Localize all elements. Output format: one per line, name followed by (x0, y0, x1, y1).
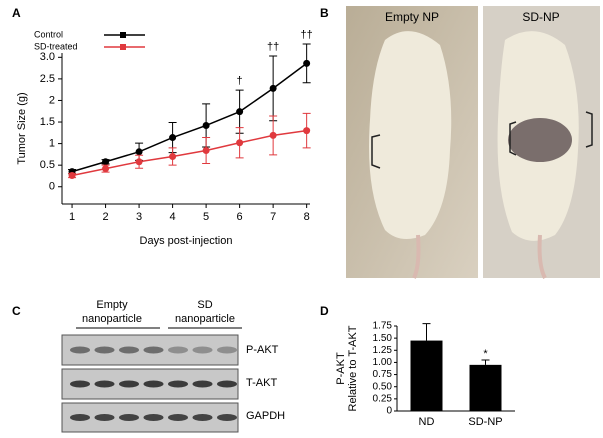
panel-label: A (12, 6, 21, 20)
y-tick-label: 0.50 (373, 381, 393, 392)
point (102, 165, 110, 173)
point (135, 158, 143, 166)
y-tick-label: 1.50 (373, 333, 393, 344)
y-tick-label: 0 (49, 181, 55, 193)
band (217, 380, 237, 388)
x-tick-label: 8 (304, 211, 310, 223)
x-axis-label: Days post-injection (140, 235, 233, 247)
point (236, 139, 244, 147)
point (202, 121, 210, 129)
photo-label: Empty NP (385, 10, 439, 24)
band (217, 414, 237, 421)
band (70, 380, 90, 388)
blot-group: SD (197, 299, 212, 311)
y-tick-label: 1.75 (373, 321, 393, 332)
band (168, 346, 188, 354)
blot-group: nanoparticle (82, 313, 142, 325)
y-tick-label: 0.75 (373, 369, 393, 380)
x-tick-label: 5 (203, 211, 209, 223)
y-tick-label: 3.0 (40, 51, 55, 63)
panel-label: D (320, 304, 329, 318)
photo-empty (346, 6, 478, 279)
blot-row-label: T-AKT (246, 377, 277, 389)
y-tick-label: 1 (49, 138, 55, 150)
point (135, 148, 143, 156)
band (168, 380, 188, 388)
x-tick-label: 4 (170, 211, 176, 223)
band (119, 346, 139, 354)
point (303, 59, 311, 67)
blot-group: Empty (96, 299, 128, 311)
point (169, 153, 177, 161)
point (269, 84, 277, 92)
y-tick-label: 1.25 (373, 345, 393, 356)
x-tick-label: 6 (237, 211, 243, 223)
y-axis-label: Relative to T-AKT (347, 325, 359, 411)
bar (410, 340, 443, 411)
annotation: †† (301, 29, 313, 41)
band (94, 380, 115, 388)
x-tick-label: 2 (103, 211, 109, 223)
legend-marker (120, 44, 126, 50)
legend-label: SD-treated (34, 41, 78, 51)
legend-marker (120, 32, 126, 38)
annotation: †† (267, 41, 279, 53)
blot (61, 334, 239, 433)
band (70, 346, 90, 354)
band (192, 346, 213, 354)
point (269, 131, 277, 139)
band (70, 414, 90, 421)
bar (469, 364, 502, 411)
panel-label: B (320, 6, 329, 20)
band (119, 414, 139, 421)
band (192, 414, 213, 421)
point (68, 172, 76, 180)
y-axis-label: Tumor Size (g) (16, 92, 28, 164)
x-tick-label: 3 (136, 211, 142, 223)
y-tick-label: 1.00 (373, 357, 393, 368)
y-tick-label: 1.5 (40, 116, 55, 128)
y-tick-label: 2.5 (40, 73, 55, 85)
x-tick-label: ND (419, 416, 435, 428)
band (143, 414, 164, 421)
band (192, 380, 213, 388)
band (94, 414, 115, 421)
band (94, 346, 115, 354)
blot-group: nanoparticle (175, 313, 235, 325)
y-tick-label: 0 (386, 406, 392, 417)
y-tick-label: 0.25 (373, 393, 393, 404)
point (236, 108, 244, 116)
error-bar (481, 359, 490, 365)
y-axis-label: P-AKT (335, 352, 347, 385)
point (303, 127, 311, 135)
band (168, 414, 188, 421)
photo-sdnp (483, 6, 600, 279)
series-line (71, 129, 307, 177)
band (143, 380, 164, 388)
annotation: † (237, 75, 243, 87)
blot-row-label: GAPDH (246, 410, 285, 422)
blot-row-label: P-AKT (246, 344, 279, 356)
y-tick-label: 2 (49, 94, 55, 106)
x-tick-label: SD-NP (468, 416, 502, 428)
photo-label: SD-NP (522, 10, 559, 24)
band (217, 346, 237, 354)
annotation: * (483, 348, 488, 360)
series-line (71, 62, 308, 173)
band (143, 346, 164, 354)
panel-label: C (12, 304, 21, 318)
error-bar (422, 323, 431, 341)
point (202, 147, 210, 155)
point (169, 134, 177, 142)
x-tick-label: 7 (270, 211, 276, 223)
y-tick-label: 0.5 (40, 159, 55, 171)
x-tick-label: 1 (69, 211, 75, 223)
legend-label: Control (34, 29, 63, 39)
point (102, 158, 110, 166)
band (119, 380, 139, 388)
